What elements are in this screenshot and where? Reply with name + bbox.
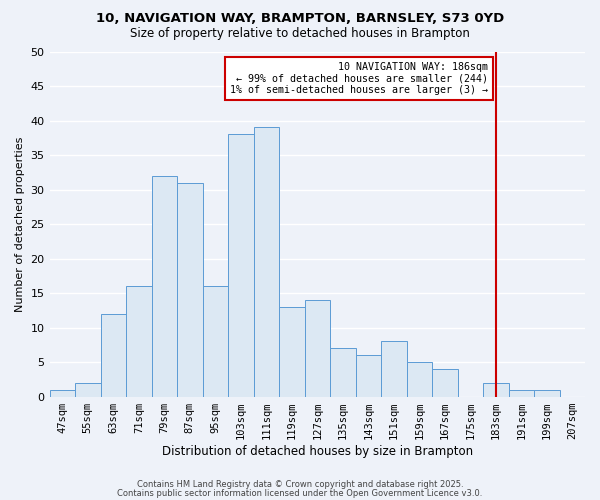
Bar (305, 300, 330, 396)
Bar (509, 390, 534, 396)
Bar (203, 286, 228, 397)
Bar (432, 369, 458, 396)
Bar (381, 342, 407, 396)
Bar (177, 182, 203, 396)
Text: Contains public sector information licensed under the Open Government Licence v3: Contains public sector information licen… (118, 488, 482, 498)
Bar (254, 128, 279, 396)
Text: Contains HM Land Registry data © Crown copyright and database right 2025.: Contains HM Land Registry data © Crown c… (137, 480, 463, 489)
Bar (75, 383, 101, 396)
Bar (126, 286, 152, 397)
Text: Size of property relative to detached houses in Brampton: Size of property relative to detached ho… (130, 28, 470, 40)
Bar (483, 383, 509, 396)
Bar (330, 348, 356, 397)
Bar (101, 314, 126, 396)
Bar (152, 176, 177, 396)
Bar (407, 362, 432, 396)
Bar (228, 134, 254, 396)
Y-axis label: Number of detached properties: Number of detached properties (15, 136, 25, 312)
Bar (356, 355, 381, 397)
Text: 10, NAVIGATION WAY, BRAMPTON, BARNSLEY, S73 0YD: 10, NAVIGATION WAY, BRAMPTON, BARNSLEY, … (96, 12, 504, 26)
Text: 10 NAVIGATION WAY: 186sqm
← 99% of detached houses are smaller (244)
1% of semi-: 10 NAVIGATION WAY: 186sqm ← 99% of detac… (230, 62, 488, 95)
Bar (534, 390, 560, 396)
X-axis label: Distribution of detached houses by size in Brampton: Distribution of detached houses by size … (162, 444, 473, 458)
Bar (50, 390, 75, 396)
Bar (279, 307, 305, 396)
